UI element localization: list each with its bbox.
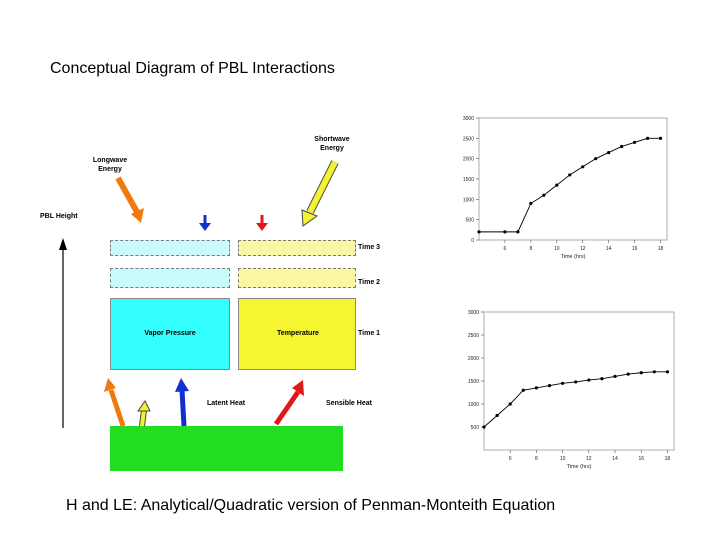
vapor-pressure-time3-box xyxy=(110,240,230,256)
chart-1-data-point xyxy=(626,372,630,376)
chart-0-x-tick-label: 8 xyxy=(529,246,532,252)
chart-0-data-point xyxy=(516,230,520,234)
chart-1-data-point xyxy=(574,380,578,384)
chart-1-x-tick-label: 8 xyxy=(535,456,538,462)
chart-1-data-point xyxy=(652,370,656,374)
latent-blue-up-arrow-icon xyxy=(175,378,189,427)
chart-1-data-point xyxy=(613,374,617,378)
chart-1-y-tick-label: 3000 xyxy=(468,310,479,316)
blue-down-arrow-icon xyxy=(199,215,211,231)
pbl-diagram: PBL Height Longwave Energy Shortwave Ene… xyxy=(40,136,381,471)
chart-0-x-tick-label: 16 xyxy=(632,246,638,252)
time2-label: Time 2 xyxy=(358,279,381,286)
chart-0-data-point xyxy=(645,136,650,140)
chart-1-x-tick-label: 12 xyxy=(586,456,592,462)
chart-1-y-tick-label: 1500 xyxy=(468,379,479,385)
longwave-arrow-icon xyxy=(115,176,144,223)
chart-0-y-tick-label: 1500 xyxy=(463,177,474,183)
temperature-box xyxy=(238,298,356,370)
vapor-pressure-label: Vapor Pressure xyxy=(144,330,196,337)
chart-1-data-point xyxy=(639,371,643,375)
chart-1-series-line xyxy=(483,371,668,428)
chart-0-data-point xyxy=(477,230,481,234)
chart-0-data-point xyxy=(607,150,611,155)
chart-1-y-tick-label: 2500 xyxy=(468,333,479,339)
chart-0-x-tick-label: 12 xyxy=(580,246,586,252)
latent-heat-label: Latent Heat xyxy=(206,400,246,407)
chart-1-x-tick-label: 18 xyxy=(665,456,671,462)
sensible-heat-label: Sensible Heat xyxy=(326,400,372,407)
longwave-energy-label: Longwave Energy xyxy=(92,157,128,173)
chart-1-y-tick-label: 500 xyxy=(471,425,480,431)
time3-label: Time 3 xyxy=(358,244,381,251)
chart-0-plot-frame xyxy=(478,117,668,241)
chart-1-data-point xyxy=(561,381,565,385)
chart-1-x-axis-label: Time (hrs) xyxy=(567,464,592,470)
chart-1-data-point xyxy=(587,378,591,382)
pbl-height-label: PBL Height xyxy=(40,213,78,220)
chart-0-data-point xyxy=(620,144,624,149)
chart-0-data-point xyxy=(568,173,572,177)
chart-1-x-tick-label: 14 xyxy=(612,456,618,462)
page-title: Conceptual Diagram of PBL Interactions xyxy=(50,60,335,77)
chart-0-data-point xyxy=(542,193,546,197)
temperature-time2-box xyxy=(238,268,356,288)
chart-0-y-tick-label: 3000 xyxy=(463,116,474,122)
chart-1-y-tick-label: 2000 xyxy=(468,356,479,362)
red-down-arrow-icon xyxy=(256,215,268,231)
pbl-height-chart-top: 0 500 1000 1500 2000 2500 3000 6 8 10 12 14 16 18 Time… xyxy=(463,116,668,260)
chart-0-x-tick-label: 10 xyxy=(554,246,560,252)
chart-0-series-line xyxy=(479,137,661,233)
chart-0-x-tick-label: 6 xyxy=(504,246,507,252)
chart-1-plot-frame xyxy=(483,311,675,451)
chart-0-y-tick-label: 500 xyxy=(466,218,475,224)
chart-0-data-point xyxy=(594,157,598,161)
time1-label: Time 1 xyxy=(358,330,381,337)
chart-0-data-point xyxy=(658,136,663,140)
chart-0-y-tick-label: 1000 xyxy=(463,197,474,203)
chart-1-data-point xyxy=(495,413,499,418)
latent-yellow-up-arrow-icon xyxy=(137,400,151,427)
sensible-red-up-arrow-icon xyxy=(273,380,304,426)
chart-0-data-point xyxy=(581,165,585,169)
temperature-label: Temperature xyxy=(277,330,319,337)
vapor-pressure-box xyxy=(110,298,230,370)
pbl-height-chart-bottom: 500 1000 1500 2000 2500 3000 6 8 10 12 14 16 18 Time … xyxy=(468,310,675,470)
chart-0-x-tick-label: 18 xyxy=(658,246,664,252)
chart-1-data-point xyxy=(482,425,486,429)
chart-0-y-tick-label: 2500 xyxy=(463,136,474,142)
chart-0-x-axis-label: Time (hrs) xyxy=(561,254,586,260)
temperature-time3-box xyxy=(238,240,356,256)
chart-1-data-point xyxy=(547,384,552,388)
chart-0-x-tick-label: 14 xyxy=(606,246,612,252)
chart-1-data-point xyxy=(521,388,525,392)
chart-1-data-point xyxy=(508,402,512,406)
latent-orange-up-arrow-icon xyxy=(104,378,126,427)
page-caption: H and LE: Analytical/Quadratic version o… xyxy=(66,497,556,514)
chart-1-x-tick-label: 10 xyxy=(560,456,566,462)
chart-1-data-point xyxy=(665,370,670,374)
chart-1-data-point xyxy=(534,386,539,390)
chart-1-y-tick-label: 1000 xyxy=(468,402,479,408)
chart-0-y-tick-label: 2000 xyxy=(463,157,474,163)
shortwave-energy-label: Shortwave Energy xyxy=(314,136,350,152)
chart-0-data-point xyxy=(555,183,559,187)
chart-0-y-tick-label: 0 xyxy=(471,238,474,244)
chart-0-data-point xyxy=(503,230,507,234)
chart-1-data-point xyxy=(600,377,604,381)
chart-0-data-point xyxy=(632,140,637,144)
chart-1-x-tick-label: 6 xyxy=(509,456,512,462)
chart-1-x-tick-label: 16 xyxy=(638,456,644,462)
shortwave-arrow-icon xyxy=(301,160,339,227)
diagram-arrows xyxy=(59,160,339,428)
vapor-pressure-time2-box xyxy=(110,268,230,288)
ground-surface xyxy=(110,426,343,471)
pbl-height-arrow-icon xyxy=(59,238,67,428)
chart-0-data-point xyxy=(529,201,533,205)
